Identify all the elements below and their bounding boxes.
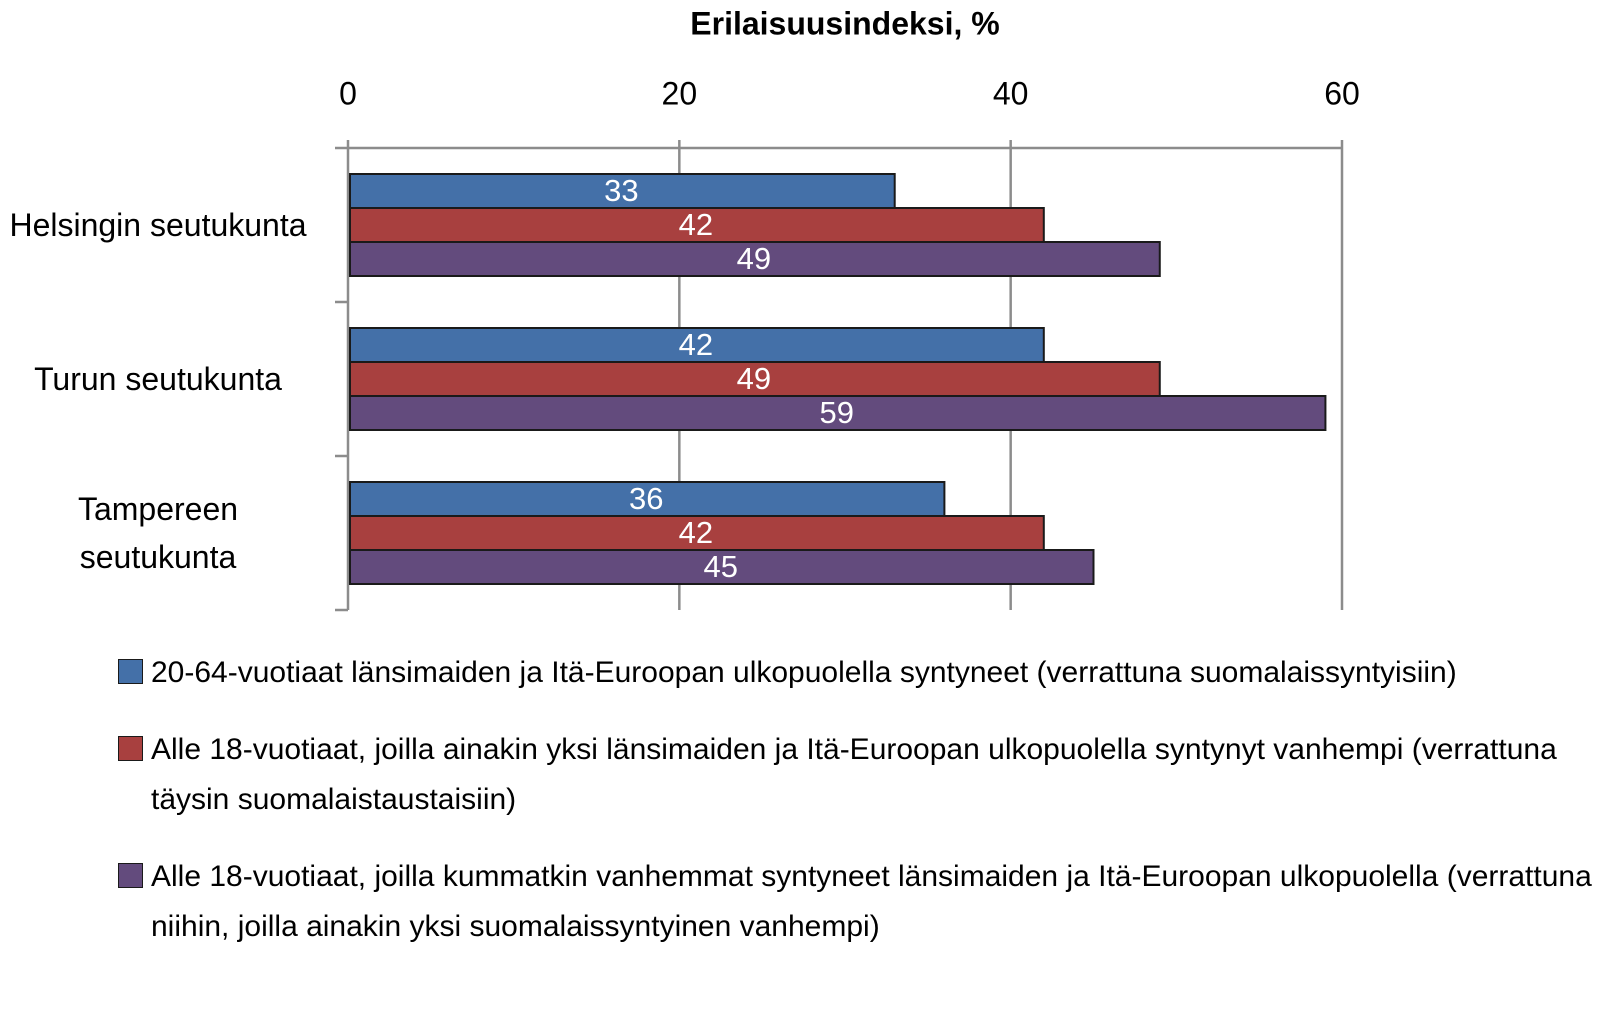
data-label: 36	[629, 481, 663, 516]
legend-label: 20-64-vuotiaat länsimaiden ja Itä-Euroop…	[151, 656, 1457, 689]
bar	[349, 173, 896, 209]
data-label: 33	[604, 173, 638, 208]
legend-swatch	[118, 659, 143, 684]
bar	[349, 481, 946, 517]
data-label: 59	[819, 395, 853, 430]
legend-swatch	[118, 736, 143, 761]
category-label: Turun seutukunta	[34, 361, 282, 397]
data-label: 42	[679, 515, 713, 550]
category-label: Tampereen seutukunta	[77, 491, 239, 575]
bar	[349, 327, 1045, 363]
legend-label: Alle 18-vuotiaat, joilla ainakin yksi lä…	[151, 733, 1557, 816]
legend-item: Alle 18-vuotiaat, joilla kummatkin vanhe…	[118, 852, 1598, 952]
data-label: 49	[737, 241, 771, 276]
x-tick-label: 20	[662, 75, 698, 111]
legend-swatch	[118, 863, 143, 888]
x-tick-label: 60	[1324, 75, 1360, 111]
legend: 20-64-vuotiaat länsimaiden ja Itä-Euroop…	[118, 648, 1598, 979]
legend-item: Alle 18-vuotiaat, joilla ainakin yksi lä…	[118, 725, 1598, 825]
data-label: 45	[704, 549, 738, 584]
bar	[349, 515, 1045, 551]
bar	[349, 241, 1161, 277]
bar	[349, 395, 1327, 431]
legend-item: 20-64-vuotiaat länsimaiden ja Itä-Euroop…	[118, 648, 1598, 698]
bar	[349, 207, 1045, 243]
x-tick-label: 40	[993, 75, 1029, 111]
category-label: Helsingin seutukunta	[9, 207, 307, 243]
data-label: 42	[679, 327, 713, 362]
x-tick-label: 0	[339, 75, 357, 111]
legend-label: Alle 18-vuotiaat, joilla kummatkin vanhe…	[151, 860, 1592, 943]
data-label: 49	[737, 361, 771, 396]
bar	[349, 549, 1095, 585]
chart-title: Erilaisuusindeksi, %	[690, 5, 999, 41]
data-label: 42	[679, 207, 713, 242]
